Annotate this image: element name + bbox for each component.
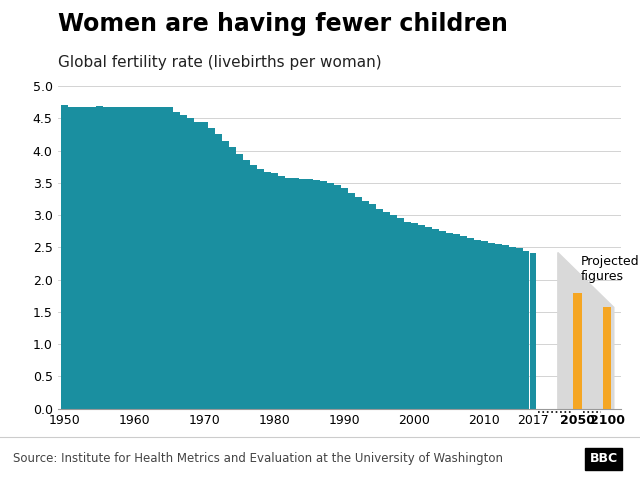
Bar: [278, 176, 285, 409]
Bar: [495, 244, 502, 409]
Bar: [300, 179, 306, 409]
Bar: [104, 107, 109, 409]
Bar: [307, 179, 312, 409]
Bar: [159, 107, 166, 409]
Bar: [202, 121, 207, 409]
Bar: [124, 108, 131, 409]
Bar: [314, 180, 319, 409]
Bar: [131, 108, 138, 409]
Bar: [524, 250, 529, 409]
Bar: [173, 112, 180, 409]
Bar: [216, 134, 221, 409]
Text: Source: Institute for Health Metrics and Evaluation at the University of Washing: Source: Institute for Health Metrics and…: [13, 452, 503, 466]
Bar: [573, 293, 582, 409]
Bar: [530, 252, 536, 409]
Bar: [404, 222, 411, 409]
Bar: [250, 165, 257, 409]
Bar: [383, 212, 390, 409]
Bar: [362, 201, 369, 409]
Bar: [419, 226, 424, 409]
Bar: [439, 230, 445, 409]
Bar: [243, 160, 250, 409]
Bar: [481, 241, 488, 409]
Text: Global fertility rate (livebirths per woman): Global fertility rate (livebirths per wo…: [58, 55, 381, 70]
Bar: [117, 107, 124, 409]
Bar: [83, 108, 89, 409]
Bar: [376, 208, 383, 409]
Bar: [264, 172, 271, 409]
Bar: [509, 247, 515, 409]
Bar: [97, 106, 103, 409]
Bar: [76, 107, 82, 409]
Bar: [195, 121, 201, 409]
Text: Women are having fewer children: Women are having fewer children: [58, 12, 508, 36]
Bar: [320, 181, 326, 409]
Bar: [111, 107, 116, 409]
Bar: [446, 232, 452, 409]
Bar: [425, 228, 431, 409]
Bar: [285, 178, 292, 409]
Bar: [502, 245, 509, 409]
Bar: [292, 178, 299, 409]
Bar: [138, 107, 145, 409]
Bar: [209, 128, 214, 409]
Polygon shape: [558, 252, 614, 409]
Bar: [188, 119, 194, 409]
Bar: [348, 193, 355, 409]
Bar: [61, 106, 68, 409]
Bar: [488, 243, 495, 409]
Bar: [412, 224, 417, 409]
Bar: [341, 188, 348, 409]
Bar: [334, 185, 340, 409]
Bar: [460, 237, 467, 409]
Bar: [166, 108, 173, 409]
Bar: [474, 239, 481, 409]
Bar: [145, 107, 152, 409]
Bar: [467, 238, 474, 409]
Bar: [516, 248, 522, 409]
Bar: [355, 197, 362, 409]
Bar: [397, 218, 404, 409]
Bar: [369, 204, 376, 409]
Bar: [327, 183, 333, 409]
Bar: [271, 173, 278, 409]
Bar: [68, 107, 75, 409]
Bar: [236, 154, 243, 409]
Bar: [432, 229, 438, 409]
Bar: [222, 141, 228, 409]
Bar: [257, 169, 264, 409]
Bar: [390, 215, 397, 409]
Text: BBC: BBC: [589, 452, 618, 466]
Bar: [229, 147, 236, 409]
Bar: [152, 107, 159, 409]
Text: Projected
figures: Projected figures: [581, 255, 639, 283]
Bar: [180, 115, 187, 409]
Bar: [453, 234, 460, 409]
Bar: [90, 107, 96, 409]
Bar: [603, 307, 611, 409]
